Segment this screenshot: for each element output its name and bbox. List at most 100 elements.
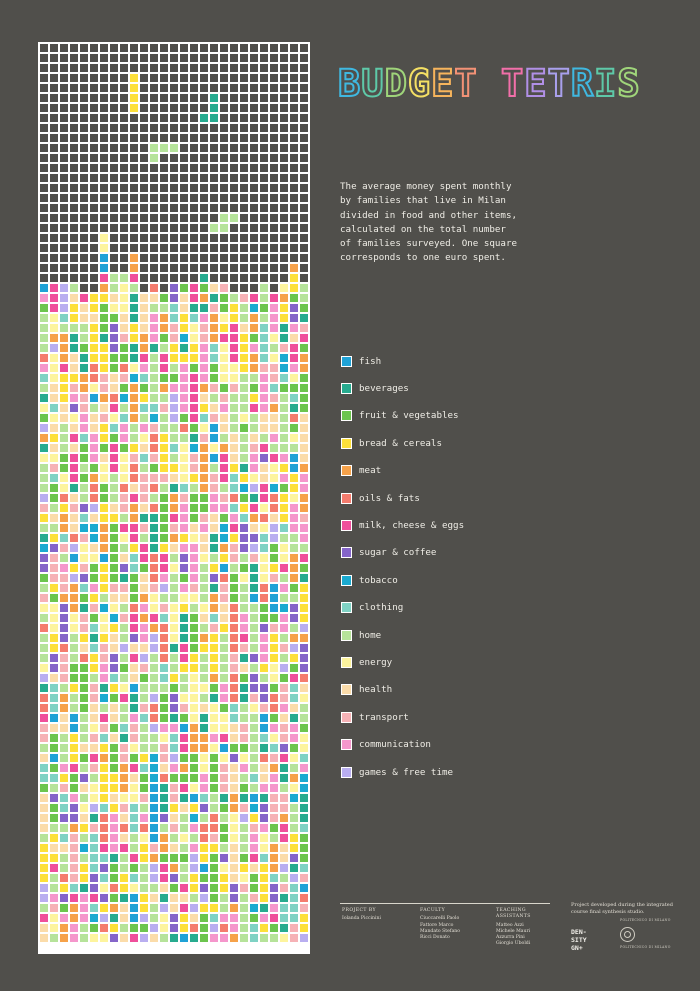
grid-cell-empty xyxy=(230,254,238,262)
grid-cell-filled xyxy=(50,684,58,692)
grid-cell-empty xyxy=(200,254,208,262)
grid-cell-filled xyxy=(190,854,198,862)
grid-cell-filled xyxy=(300,734,308,742)
grid-cell-filled xyxy=(40,754,48,762)
grid-cell-empty xyxy=(100,154,108,162)
grid-cell-filled xyxy=(190,584,198,592)
grid-cell-filled xyxy=(280,804,288,812)
grid-cell-filled xyxy=(230,764,238,772)
grid-cell-filled xyxy=(130,384,138,392)
grid-cell-filled xyxy=(260,764,268,772)
grid-cell-empty xyxy=(270,134,278,142)
grid-cell-filled xyxy=(190,314,198,322)
grid-cell-filled xyxy=(180,624,188,632)
grid-cell-filled xyxy=(200,794,208,802)
grid-cell-filled xyxy=(90,634,98,642)
grid-cell-empty xyxy=(70,174,78,182)
grid-cell-filled xyxy=(170,524,178,532)
grid-cell-filled xyxy=(130,834,138,842)
grid-cell-empty xyxy=(280,264,288,272)
grid-cell-filled xyxy=(110,294,118,302)
grid-cell-filled xyxy=(210,434,218,442)
grid-cell-filled xyxy=(80,914,88,922)
grid-cell-filled xyxy=(240,534,248,542)
grid-cell-filled xyxy=(250,934,258,942)
grid-cell-filled xyxy=(230,844,238,852)
credits-assistants: TEACHING ASSISTANTS Matteo Azzi Michele … xyxy=(496,908,550,948)
grid-cell-empty xyxy=(230,154,238,162)
grid-cell-filled xyxy=(220,864,228,872)
grid-cell-filled xyxy=(250,684,258,692)
grid-cell-filled xyxy=(90,864,98,872)
grid-cell-empty xyxy=(250,154,258,162)
grid-cell-filled xyxy=(300,824,308,832)
grid-cell-filled xyxy=(270,354,278,362)
grid-cell-empty xyxy=(290,124,298,132)
grid-cell-filled xyxy=(110,544,118,552)
grid-cell-filled xyxy=(130,104,138,112)
grid-cell-filled xyxy=(240,694,248,702)
grid-cell-filled xyxy=(150,144,158,152)
grid-cell-filled xyxy=(260,804,268,812)
grid-cell-filled xyxy=(60,794,68,802)
grid-cell-empty xyxy=(140,234,148,242)
grid-cell-filled xyxy=(250,834,258,842)
grid-cell-filled xyxy=(80,664,88,672)
grid-cell-filled xyxy=(60,934,68,942)
grid-cell-empty xyxy=(160,154,168,162)
grid-cell-filled xyxy=(170,464,178,472)
grid-cell-filled xyxy=(170,324,178,332)
grid-cell-filled xyxy=(90,344,98,352)
grid-cell-filled xyxy=(200,594,208,602)
grid-cell-empty xyxy=(40,174,48,182)
grid-cell-empty xyxy=(230,134,238,142)
grid-cell-filled xyxy=(160,574,168,582)
grid-cell-filled xyxy=(220,884,228,892)
grid-cell-empty xyxy=(50,184,58,192)
grid-cell-filled xyxy=(290,504,298,512)
grid-cell-filled xyxy=(200,644,208,652)
grid-cell-filled xyxy=(280,854,288,862)
grid-cell-filled xyxy=(80,724,88,732)
grid-cell-empty xyxy=(120,234,128,242)
grid-cell-filled xyxy=(40,474,48,482)
grid-cell-empty xyxy=(110,224,118,232)
grid-cell-filled xyxy=(110,394,118,402)
grid-cell-filled xyxy=(140,864,148,872)
grid-cell-empty xyxy=(90,194,98,202)
grid-cell-filled xyxy=(210,304,218,312)
grid-cell-empty xyxy=(60,104,68,112)
grid-cell-filled xyxy=(150,354,158,362)
grid-cell-empty xyxy=(280,194,288,202)
grid-cell-empty xyxy=(250,184,258,192)
grid-cell-filled xyxy=(190,834,198,842)
grid-cell-filled xyxy=(70,674,78,682)
grid-cell-filled xyxy=(210,884,218,892)
grid-cell-filled xyxy=(120,404,128,412)
grid-cell-filled xyxy=(200,554,208,562)
grid-cell-filled xyxy=(230,884,238,892)
grid-cell-filled xyxy=(100,454,108,462)
grid-cell-filled xyxy=(130,734,138,742)
grid-cell-empty xyxy=(130,44,138,52)
grid-cell-filled xyxy=(120,664,128,672)
grid-cell-filled xyxy=(260,744,268,752)
grid-cell-filled xyxy=(280,574,288,582)
grid-cell-filled xyxy=(100,594,108,602)
grid-cell-filled xyxy=(110,664,118,672)
grid-cell-filled xyxy=(110,894,118,902)
grid-cell-filled xyxy=(40,354,48,362)
grid-cell-empty xyxy=(230,184,238,192)
grid-cell-empty xyxy=(250,214,258,222)
grid-cell-filled xyxy=(160,304,168,312)
grid-cell-filled xyxy=(180,394,188,402)
grid-cell-filled xyxy=(110,384,118,392)
grid-cell-filled xyxy=(290,424,298,432)
grid-cell-filled xyxy=(50,564,58,572)
grid-cell-filled xyxy=(220,484,228,492)
grid-cell-filled xyxy=(150,294,158,302)
grid-cell-filled xyxy=(50,434,58,442)
grid-cell-filled xyxy=(220,704,228,712)
grid-cell-empty xyxy=(80,154,88,162)
grid-cell-filled xyxy=(160,814,168,822)
